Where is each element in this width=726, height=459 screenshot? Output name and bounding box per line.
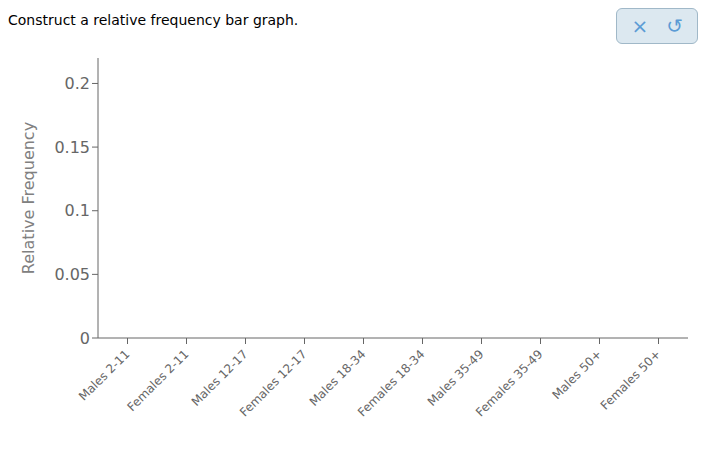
svg-text:Females 2-11: Females 2-11	[124, 347, 191, 414]
svg-text:Females 50+: Females 50+	[598, 347, 664, 413]
svg-text:Females 35-49: Females 35-49	[473, 347, 545, 419]
svg-text:Males 12-17: Males 12-17	[189, 347, 251, 409]
svg-text:Males 2-11: Males 2-11	[76, 347, 132, 403]
svg-text:0.15: 0.15	[54, 138, 90, 157]
svg-text:Females 18-34: Females 18-34	[355, 347, 427, 419]
svg-text:Females 12-17: Females 12-17	[237, 347, 309, 419]
html-text:Construct a relative frequency: Construct a relative frequency bar graph…	[8, 12, 299, 28]
svg-text:Males 50+: Males 50+	[549, 347, 604, 402]
svg-text:0: 0	[80, 329, 90, 348]
svg-text:Males 35-49: Males 35-49	[425, 347, 487, 409]
svg-text:Relative Frequency: Relative Frequency	[19, 122, 38, 274]
svg-text:Males 18-34: Males 18-34	[307, 347, 369, 409]
svg-text:0.1: 0.1	[65, 201, 90, 220]
svg-text:0.05: 0.05	[54, 265, 90, 284]
svg-text:0.2: 0.2	[65, 74, 90, 93]
